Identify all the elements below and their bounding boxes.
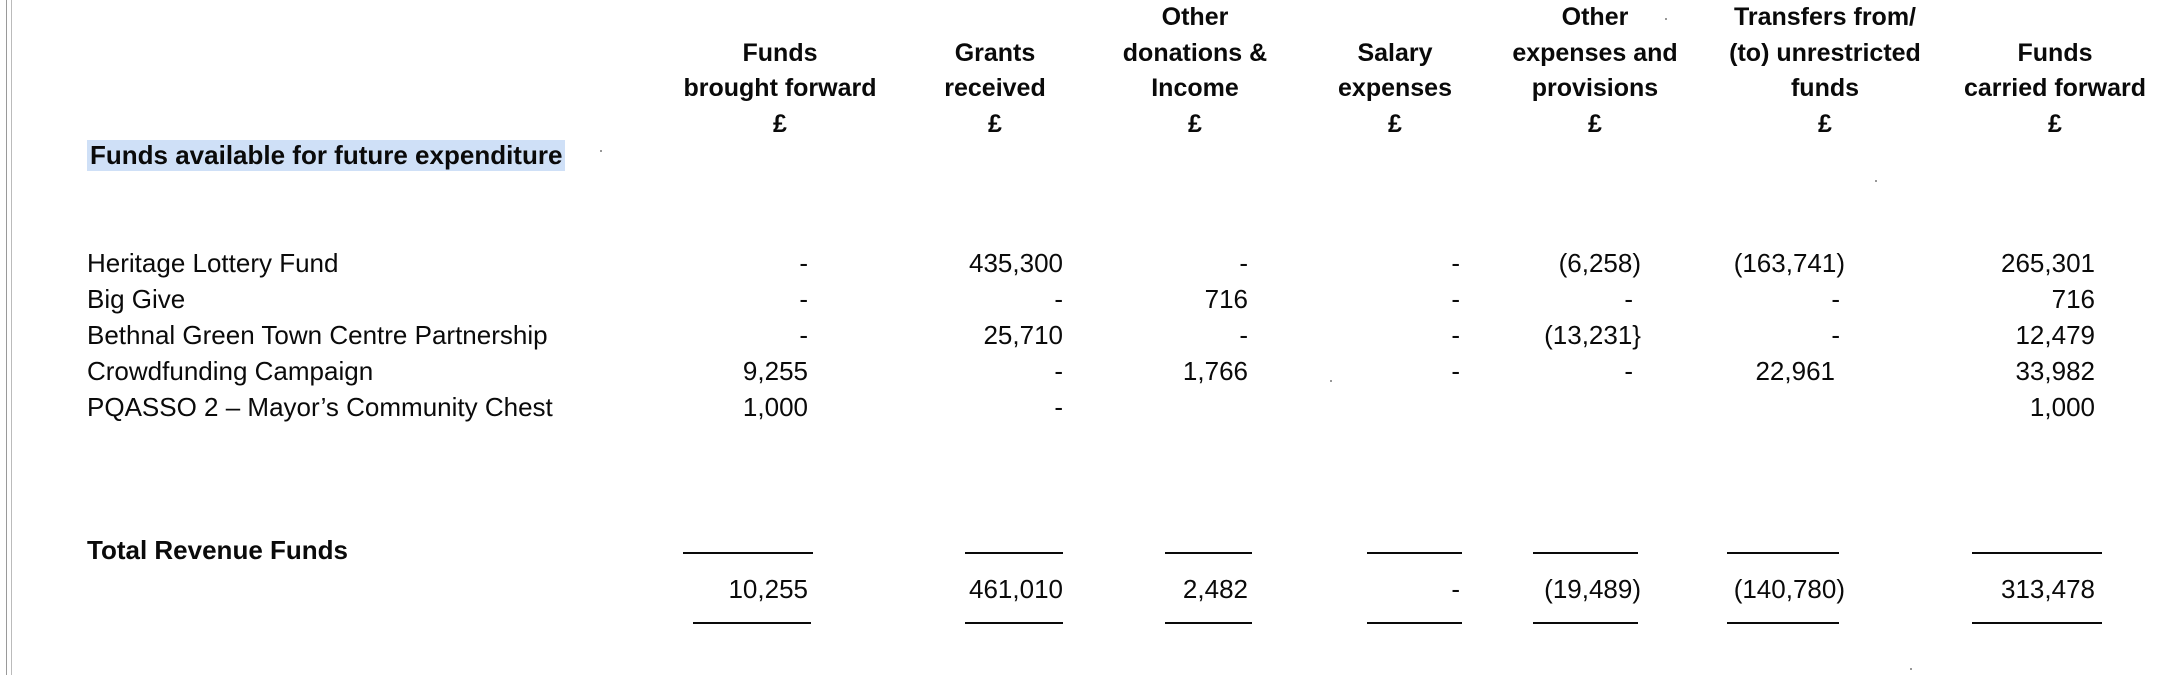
table-cell: (163,741) [1733, 248, 1845, 278]
table-cell: 25,710 [983, 320, 1063, 350]
column-header-transfers: Transfers from/(to) unrestricted funds £ [1729, 3, 1921, 138]
row-label-crowdfunding: Crowdfunding Campaign [87, 356, 374, 386]
table-cell: (13,231} [1544, 320, 1641, 350]
table-cell: - [1054, 392, 1063, 422]
column-header-other-donations-income: Other donations & Income £ [1122, 3, 1268, 138]
section-title: Funds available for future expenditure [87, 140, 566, 171]
table-cell: - [1054, 356, 1063, 386]
table-cell: - [1451, 284, 1460, 314]
total-rule-top [1165, 552, 1252, 554]
total-label: Total Revenue Funds [87, 535, 348, 565]
total-cell: 2,482 [1182, 574, 1248, 604]
table-cell: - [1624, 284, 1633, 314]
total-rule-top [1367, 552, 1462, 554]
total-cell: (19,489) [1544, 574, 1641, 604]
row-label-pqasso: PQASSO 2 – Mayor’s Community Chest [87, 392, 553, 422]
row-label-heritage-lottery-fund: Heritage Lottery Fund [87, 248, 339, 278]
row-label-bethnal-green: Bethnal Green Town Centre Partnership [87, 320, 548, 350]
scan-speck [1330, 380, 1332, 382]
row-label-big-give: Big Give [87, 284, 186, 314]
table-cell: (6,258) [1558, 248, 1641, 278]
total-rule-bottom [1727, 622, 1839, 624]
table-cell: 12,479 [2015, 320, 2095, 350]
total-rule-bottom [1972, 622, 2102, 624]
total-cell: 461,010 [969, 574, 1063, 604]
total-cell: - [1451, 574, 1460, 604]
scan-speck [600, 150, 602, 152]
table-cell: - [1831, 284, 1840, 314]
table-cell: 9,255 [742, 356, 808, 386]
scan-speck [1665, 18, 1667, 20]
column-header-other-expenses-provisions: Other expenses and provisions £ [1512, 3, 1678, 138]
total-cell: 313,478 [2001, 574, 2095, 604]
total-cell: 10,255 [728, 574, 808, 604]
total-rule-top [965, 552, 1063, 554]
scan-speck [1910, 668, 1912, 670]
scan-speck [1875, 180, 1877, 182]
table-cell: 1,766 [1182, 356, 1248, 386]
table-cell: 716 [1204, 284, 1248, 314]
table-cell: 1,000 [2029, 392, 2095, 422]
table-cell: 33,982 [2015, 356, 2095, 386]
column-header-funds-brought-forward: Funds brought forward £ [683, 38, 877, 138]
column-header-funds-carried-forward: Funds carried forward £ [1963, 38, 2146, 138]
table-cell: - [799, 320, 808, 350]
table-cell: - [1451, 320, 1460, 350]
total-cell: (140,780) [1733, 574, 1845, 604]
table-cell: 265,301 [2001, 248, 2095, 278]
total-rule-bottom [1533, 622, 1638, 624]
table-cell: - [799, 248, 808, 278]
table-cell: - [1451, 356, 1460, 386]
column-header-salary-expenses: Salary expenses £ [1338, 38, 1452, 138]
table-cell: - [1239, 248, 1248, 278]
total-rule-bottom [693, 622, 811, 624]
table-cell: - [799, 284, 808, 314]
scan-edge-line [6, 0, 7, 675]
total-rule-top [683, 552, 813, 554]
total-rule-top [1727, 552, 1839, 554]
total-rule-bottom [1165, 622, 1252, 624]
total-rule-top [1533, 552, 1638, 554]
table-cell: - [1054, 284, 1063, 314]
table-cell: - [1239, 320, 1248, 350]
table-cell: - [1624, 356, 1633, 386]
total-rule-top [1972, 552, 2102, 554]
table-cell: 435,300 [969, 248, 1063, 278]
column-header-grants-received: Grants received £ [944, 38, 1046, 138]
total-rule-bottom [1367, 622, 1462, 624]
table-cell: 716 [2051, 284, 2095, 314]
table-cell: 22,961 [1755, 356, 1835, 386]
scan-edge-line [11, 0, 12, 675]
table-cell: 1,000 [742, 392, 808, 422]
total-rule-bottom [965, 622, 1063, 624]
table-cell: - [1831, 320, 1840, 350]
table-cell: - [1451, 248, 1460, 278]
